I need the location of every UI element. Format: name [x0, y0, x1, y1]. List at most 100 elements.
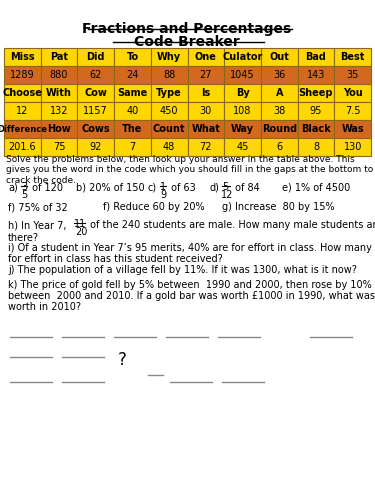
Text: Fractions and Percentages: Fractions and Percentages	[82, 22, 292, 36]
Text: 92: 92	[90, 142, 102, 152]
Text: k) The price of gold fell by 5% between  1990 and 2000, then rose by 10%: k) The price of gold fell by 5% between …	[8, 280, 372, 290]
Text: Sheep: Sheep	[299, 88, 333, 98]
Text: The: The	[122, 124, 142, 134]
Text: g) Increase  80 by 15%: g) Increase 80 by 15%	[222, 202, 334, 212]
FancyBboxPatch shape	[151, 66, 188, 84]
Text: 36: 36	[273, 70, 285, 80]
FancyBboxPatch shape	[41, 102, 77, 120]
Text: a): a)	[8, 183, 18, 193]
Text: Code Breaker: Code Breaker	[134, 35, 240, 49]
FancyBboxPatch shape	[114, 84, 151, 102]
FancyBboxPatch shape	[151, 84, 188, 102]
Text: 11: 11	[74, 219, 86, 229]
Text: Pat: Pat	[50, 52, 68, 62]
FancyBboxPatch shape	[151, 120, 188, 138]
Text: 132: 132	[50, 106, 68, 116]
Text: Difference: Difference	[0, 124, 47, 134]
Text: h) In Year 7,: h) In Year 7,	[8, 220, 66, 230]
FancyBboxPatch shape	[188, 138, 224, 156]
Text: ?: ?	[118, 351, 127, 369]
Text: Out: Out	[269, 52, 289, 62]
Text: 1045: 1045	[230, 70, 255, 80]
Text: f) Reduce 60 by 20%: f) Reduce 60 by 20%	[103, 202, 205, 212]
Text: j) The population of a village fell by 11%. If it was 1300, what is it now?: j) The population of a village fell by 1…	[8, 265, 357, 275]
Text: i) Of a student in Year 7’s 95 merits, 40% are for effort in class. How many mer: i) Of a student in Year 7’s 95 merits, 4…	[8, 243, 375, 253]
Text: c): c)	[148, 183, 157, 193]
FancyBboxPatch shape	[77, 66, 114, 84]
Text: 48: 48	[163, 142, 175, 152]
FancyBboxPatch shape	[224, 84, 261, 102]
FancyBboxPatch shape	[151, 48, 188, 66]
Text: for effort in class has this student received?: for effort in class has this student rec…	[8, 254, 223, 264]
FancyBboxPatch shape	[224, 120, 261, 138]
FancyBboxPatch shape	[188, 84, 224, 102]
Text: 40: 40	[126, 106, 139, 116]
Text: Miss: Miss	[10, 52, 34, 62]
Text: 12: 12	[16, 106, 28, 116]
Text: 6: 6	[276, 142, 282, 152]
FancyBboxPatch shape	[298, 84, 334, 102]
Text: Type: Type	[156, 88, 182, 98]
Text: 30: 30	[200, 106, 212, 116]
FancyBboxPatch shape	[261, 48, 298, 66]
Text: 143: 143	[307, 70, 325, 80]
Text: A: A	[276, 88, 283, 98]
Text: Count: Count	[153, 124, 185, 134]
Text: 95: 95	[310, 106, 322, 116]
FancyBboxPatch shape	[77, 102, 114, 120]
Text: 130: 130	[344, 142, 362, 152]
FancyBboxPatch shape	[334, 120, 371, 138]
FancyBboxPatch shape	[41, 138, 77, 156]
FancyBboxPatch shape	[114, 48, 151, 66]
Text: To: To	[126, 52, 138, 62]
FancyBboxPatch shape	[114, 138, 151, 156]
FancyBboxPatch shape	[298, 138, 334, 156]
Text: 5: 5	[222, 182, 228, 192]
FancyBboxPatch shape	[41, 120, 77, 138]
FancyBboxPatch shape	[4, 66, 41, 84]
FancyBboxPatch shape	[261, 84, 298, 102]
Text: 880: 880	[50, 70, 68, 80]
FancyBboxPatch shape	[4, 120, 41, 138]
Text: of 120: of 120	[29, 183, 63, 193]
Text: of the 240 students are male. How many male students are: of the 240 students are male. How many m…	[87, 220, 375, 230]
Text: 62: 62	[90, 70, 102, 80]
FancyBboxPatch shape	[77, 120, 114, 138]
Text: Choose: Choose	[2, 88, 42, 98]
FancyBboxPatch shape	[41, 66, 77, 84]
Text: 20: 20	[75, 227, 87, 237]
Text: 24: 24	[126, 70, 139, 80]
Text: Round: Round	[262, 124, 297, 134]
FancyBboxPatch shape	[298, 48, 334, 66]
Text: Culator: Culator	[222, 52, 263, 62]
Text: 9: 9	[160, 190, 166, 200]
Text: Way: Way	[231, 124, 254, 134]
FancyBboxPatch shape	[334, 48, 371, 66]
Text: of 63: of 63	[168, 183, 196, 193]
Text: One: One	[195, 52, 217, 62]
FancyBboxPatch shape	[334, 66, 371, 84]
Text: With: With	[46, 88, 72, 98]
FancyBboxPatch shape	[298, 120, 334, 138]
FancyBboxPatch shape	[114, 102, 151, 120]
Text: b) 20% of 150: b) 20% of 150	[76, 183, 145, 193]
FancyBboxPatch shape	[41, 84, 77, 102]
Text: Best: Best	[340, 52, 365, 62]
FancyBboxPatch shape	[188, 48, 224, 66]
FancyBboxPatch shape	[224, 66, 261, 84]
FancyBboxPatch shape	[77, 138, 114, 156]
Text: 1: 1	[160, 182, 166, 192]
Text: 450: 450	[160, 106, 178, 116]
Text: 45: 45	[236, 142, 249, 152]
FancyBboxPatch shape	[151, 102, 188, 120]
Text: between  2000 and 2010. If a gold bar was worth £1000 in 1990, what was it: between 2000 and 2010. If a gold bar was…	[8, 291, 375, 301]
Text: 3: 3	[21, 182, 27, 192]
Text: Cow: Cow	[84, 88, 107, 98]
FancyBboxPatch shape	[261, 138, 298, 156]
FancyBboxPatch shape	[334, 138, 371, 156]
FancyBboxPatch shape	[224, 138, 261, 156]
FancyBboxPatch shape	[224, 48, 261, 66]
Text: Cows: Cows	[81, 124, 110, 134]
Text: 75: 75	[53, 142, 65, 152]
FancyBboxPatch shape	[261, 66, 298, 84]
